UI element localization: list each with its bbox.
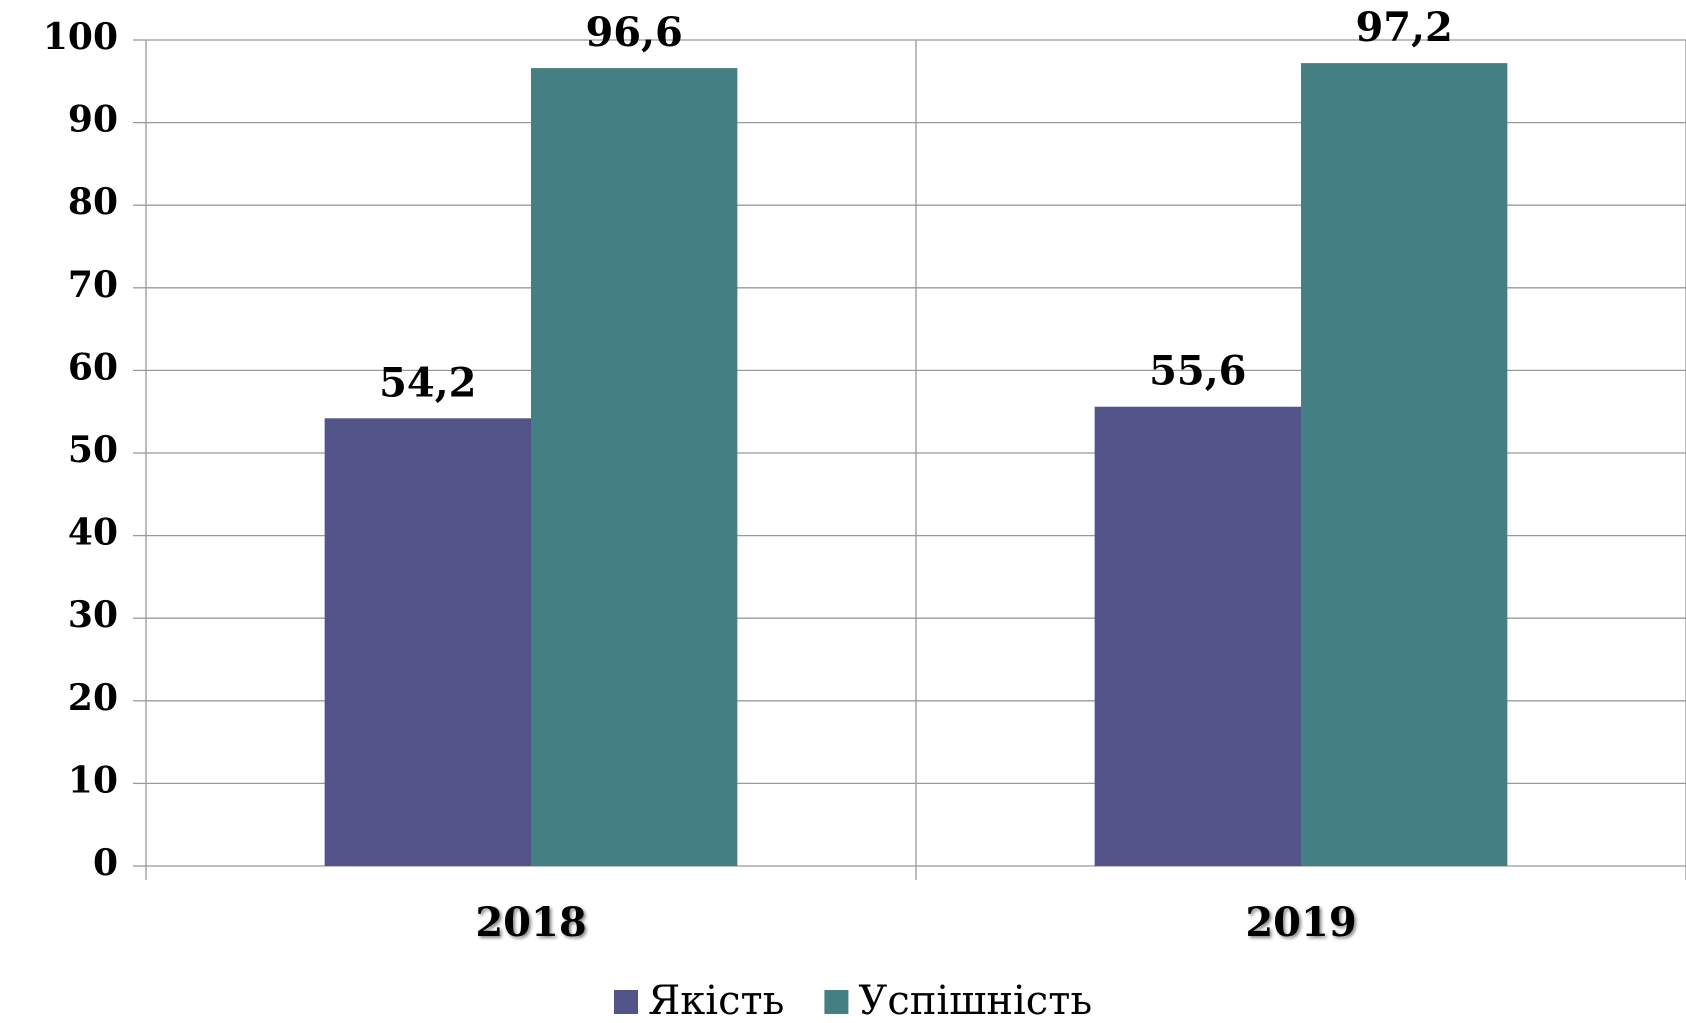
bar xyxy=(531,68,738,867)
y-tick-label: 10 xyxy=(68,759,118,801)
legend-swatch xyxy=(824,990,849,1014)
value-label: 55,6 xyxy=(1149,348,1246,395)
y-tick-label: 60 xyxy=(68,346,118,388)
legend-swatch xyxy=(614,990,638,1014)
bar xyxy=(324,418,531,866)
y-tick-label: 40 xyxy=(68,512,118,554)
bar xyxy=(1301,63,1508,867)
y-tick-label: 70 xyxy=(68,264,118,306)
y-tick-label: 30 xyxy=(68,594,118,636)
bar xyxy=(1094,406,1301,866)
value-label: 54,2 xyxy=(379,359,476,406)
x-tick-label: 2018 xyxy=(475,899,586,946)
legend-label: Якість xyxy=(648,978,784,1023)
y-tick-label: 100 xyxy=(43,16,118,58)
value-label: 97,2 xyxy=(1355,4,1452,51)
legend-label: Успішність xyxy=(858,978,1092,1023)
x-tick-label: 2019 xyxy=(1245,899,1356,946)
y-tick-label: 20 xyxy=(68,677,118,719)
y-tick-label: 90 xyxy=(68,99,118,141)
y-tick-label: 80 xyxy=(68,181,118,223)
y-tick-label: 0 xyxy=(93,842,118,884)
value-label: 96,6 xyxy=(585,9,682,56)
y-tick-label: 50 xyxy=(68,429,118,471)
